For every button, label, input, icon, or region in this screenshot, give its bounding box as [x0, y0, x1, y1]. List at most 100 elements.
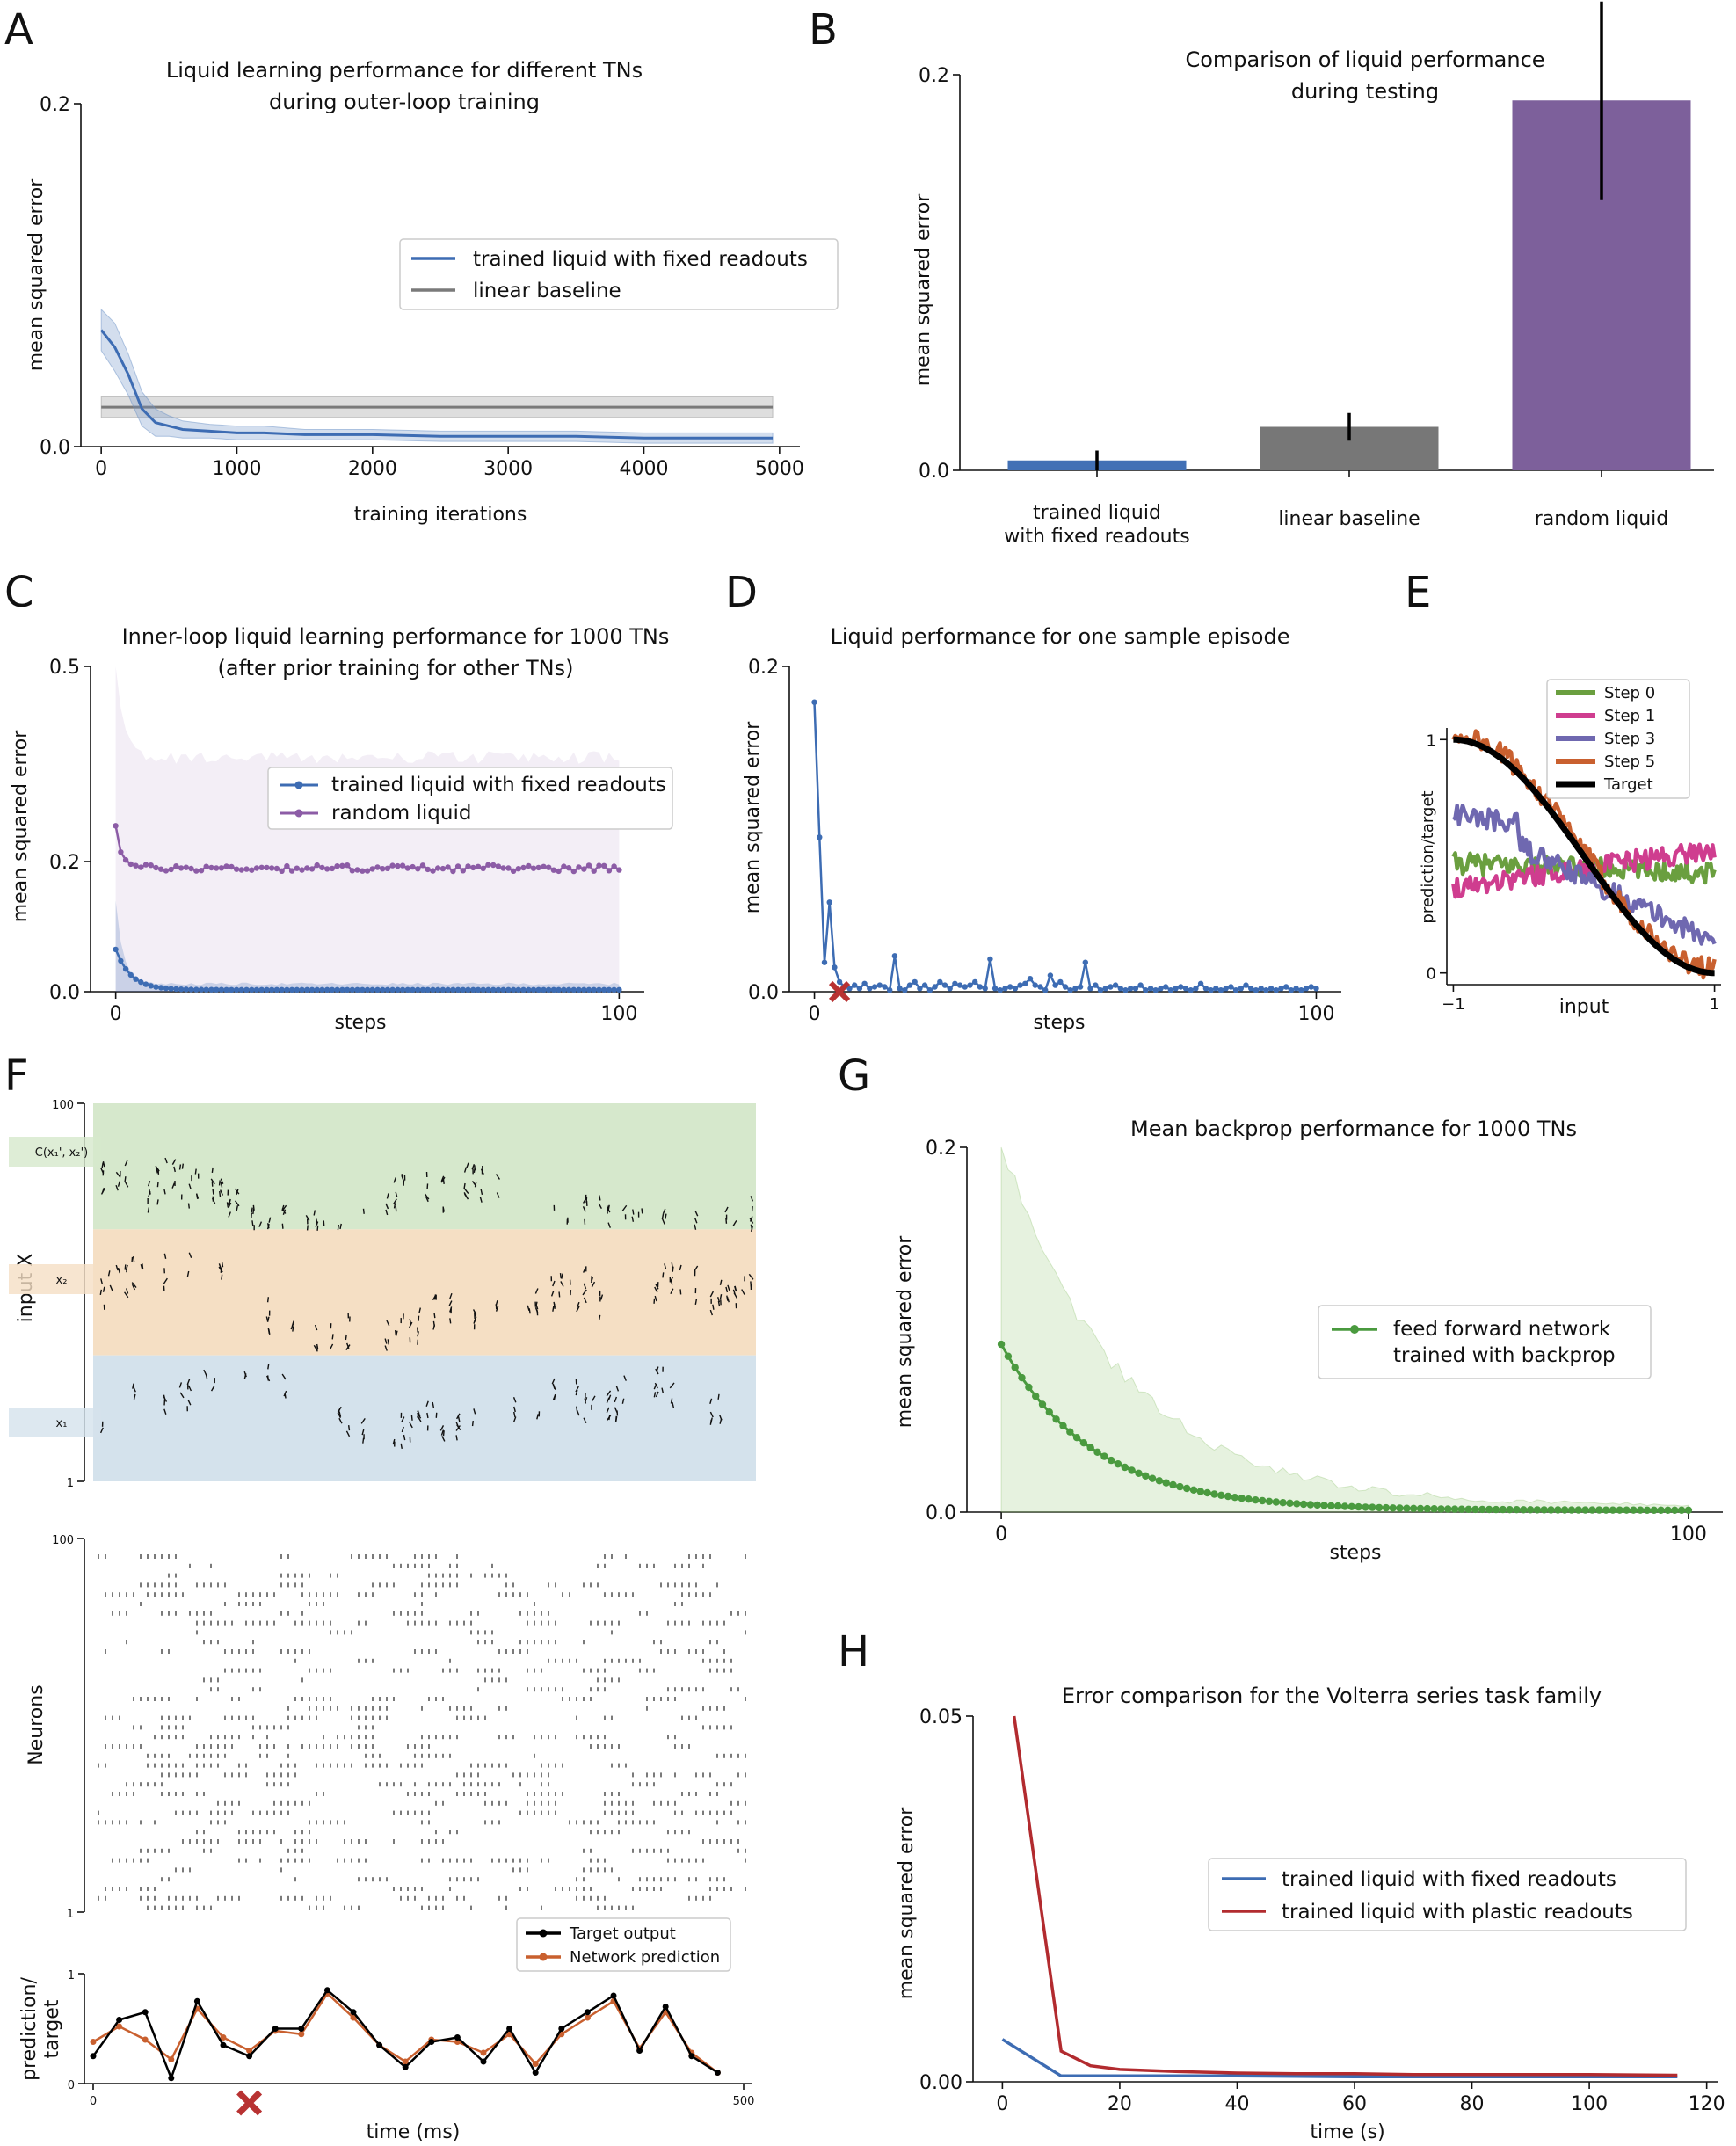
data-point	[1147, 986, 1154, 992]
data-point	[1561, 1506, 1569, 1514]
spike	[717, 1393, 720, 1400]
data-point	[1299, 1500, 1308, 1509]
data-point	[314, 986, 320, 993]
y-tick-label: 1	[67, 1477, 74, 1490]
data-point	[1492, 1505, 1500, 1514]
data-point	[1077, 984, 1084, 990]
data-point	[991, 986, 999, 992]
spike	[433, 1294, 437, 1300]
data-point	[229, 863, 235, 870]
data-point	[852, 982, 858, 988]
data-point	[122, 857, 129, 863]
spike	[115, 1264, 119, 1271]
data-point	[304, 865, 310, 871]
data-point	[495, 863, 502, 869]
spike	[583, 1297, 587, 1304]
spike	[709, 1309, 713, 1316]
data-point	[445, 864, 451, 870]
data-point	[1396, 1504, 1404, 1512]
spike	[401, 1174, 403, 1180]
spike	[258, 1221, 263, 1227]
data-point	[1554, 1506, 1562, 1514]
spike	[513, 1406, 516, 1413]
chart-panel-f: 1001input XC(x₁', x₂')x₂x₁1001Neurons010…	[9, 1099, 756, 2143]
spike	[220, 1178, 224, 1184]
data-point	[1032, 1392, 1040, 1400]
data-point	[113, 946, 119, 953]
spike	[306, 1225, 309, 1231]
data-point	[158, 866, 164, 872]
data-point	[1286, 1499, 1294, 1508]
data-point	[203, 863, 209, 869]
spike	[314, 1324, 318, 1331]
spike	[220, 1182, 223, 1188]
spike	[534, 1288, 539, 1294]
data-point	[1086, 1444, 1094, 1451]
data-point	[395, 986, 401, 993]
spike	[732, 1219, 737, 1226]
data-point	[856, 986, 863, 992]
x-tick-label: 0	[95, 458, 107, 480]
spike	[99, 1289, 103, 1296]
data-point	[1158, 986, 1164, 992]
spike	[463, 1167, 468, 1173]
data-point	[596, 862, 602, 869]
data-point	[1132, 986, 1139, 992]
data-point	[138, 864, 144, 870]
spike	[466, 1162, 469, 1169]
spike	[291, 1320, 294, 1327]
y-tick-label: 0.2	[40, 94, 70, 116]
legend-label: Step 1	[1604, 707, 1655, 725]
data-point	[415, 986, 421, 993]
y-tick-label: 0.2	[919, 65, 949, 87]
spike	[115, 1171, 121, 1178]
data-point	[430, 868, 436, 874]
data-point	[941, 982, 948, 988]
spike	[552, 1383, 556, 1390]
data-point	[1650, 1506, 1659, 1515]
data-point	[1038, 1400, 1047, 1408]
x-tick-label: 120	[1689, 2093, 1725, 2115]
data-point	[977, 984, 984, 990]
data-point	[374, 864, 381, 870]
x-tick-label: 60	[1342, 2093, 1367, 2115]
data-point	[584, 2009, 591, 2016]
spike	[163, 1277, 168, 1284]
data-point	[1059, 1422, 1067, 1430]
panel-letter-d: D	[725, 568, 758, 617]
data-point	[1306, 1501, 1315, 1509]
x-axis-label: input	[1559, 996, 1609, 1018]
data-point	[972, 978, 978, 986]
data-point	[811, 699, 817, 705]
spike	[495, 1306, 499, 1312]
spike	[535, 1304, 539, 1310]
spike	[124, 1291, 129, 1299]
data-point	[1253, 987, 1260, 993]
data-point	[1102, 986, 1108, 992]
spike	[441, 1436, 446, 1442]
spike	[495, 1174, 501, 1180]
data-point	[1279, 1499, 1287, 1507]
spike	[694, 1299, 698, 1305]
data-point	[1375, 1503, 1384, 1512]
x-axis-label: steps	[334, 1012, 386, 1034]
y-tick-label: 1	[1427, 731, 1436, 750]
legend-box	[1546, 679, 1690, 799]
data-point	[1340, 1502, 1349, 1510]
spike	[125, 1264, 128, 1271]
spike	[347, 1425, 351, 1431]
spike	[536, 1414, 539, 1420]
spike	[655, 1391, 659, 1398]
spike	[709, 1398, 713, 1405]
data-point	[500, 865, 506, 871]
data-point	[550, 867, 557, 873]
spike	[599, 1294, 604, 1300]
series-line	[1451, 804, 1717, 946]
data-point	[238, 986, 244, 993]
data-point	[480, 2049, 487, 2056]
band-tag-label: x₂	[56, 1274, 68, 1287]
spike	[386, 1320, 390, 1327]
data-point	[116, 2023, 123, 2030]
data-point	[208, 864, 214, 871]
x-tick-label: 100	[1670, 1524, 1707, 1546]
